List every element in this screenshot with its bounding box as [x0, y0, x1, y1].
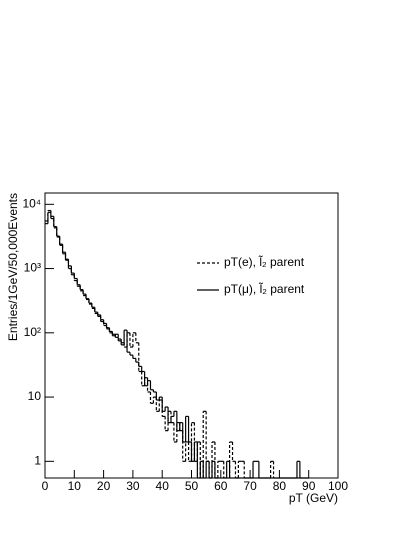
- x-tick-label: 10: [68, 479, 82, 493]
- x-tick-label: 40: [156, 479, 170, 493]
- x-tick-label: 80: [273, 479, 287, 493]
- y-tick-label: 1: [34, 453, 41, 467]
- x-tick-label: 90: [302, 479, 316, 493]
- y-axis-label: Entries/1GeV/50,000Events: [6, 193, 20, 341]
- x-tick-label: 20: [97, 479, 111, 493]
- x-tick-label: 60: [214, 479, 228, 493]
- y-tick-label: 10³: [24, 261, 41, 275]
- legend-label: pT(μ), l̃₂ parent: [224, 281, 305, 296]
- legend-label: pT(e), l̃₂ parent: [224, 254, 305, 269]
- x-tick-label: 30: [126, 479, 140, 493]
- y-tick-label: 10⁴: [22, 196, 41, 210]
- x-axis-label: pT (GeV): [289, 491, 338, 505]
- y-tick-label: 10²: [24, 325, 41, 339]
- y-tick-label: 10: [28, 389, 42, 403]
- x-tick-label: 70: [243, 479, 257, 493]
- x-tick-label: 100: [328, 479, 348, 493]
- x-tick-label: 50: [185, 479, 199, 493]
- x-tick-label: 0: [42, 479, 49, 493]
